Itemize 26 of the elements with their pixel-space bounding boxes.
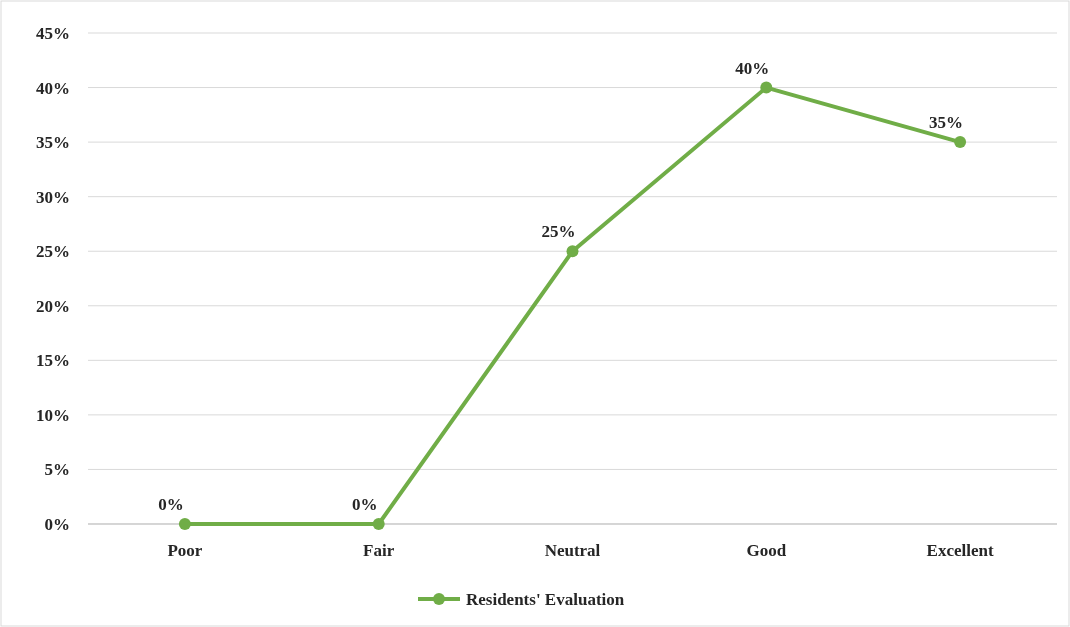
- y-tick-label: 5%: [44, 460, 70, 480]
- legend-label: Residents' Evaluation: [466, 589, 625, 609]
- x-tick-label: Poor: [167, 541, 203, 560]
- data-label: 0%: [158, 495, 184, 514]
- y-tick-label: 25%: [36, 242, 70, 262]
- point: [954, 136, 967, 149]
- data-label: 35%: [929, 113, 964, 133]
- data-label: 40%: [735, 58, 770, 78]
- data-label: 0%: [351, 495, 378, 514]
- data-label: 25%: [541, 222, 576, 242]
- x-tick-label: Good: [746, 541, 787, 560]
- y-tick-label: 10%: [36, 405, 70, 425]
- x-tick-label: Fair: [363, 541, 395, 560]
- point: [372, 518, 385, 530]
- point: [760, 81, 773, 94]
- y-tick-label: 15%: [36, 351, 70, 371]
- y-tick-label: 20%: [36, 296, 70, 316]
- y-tick-label: 0%: [44, 514, 70, 534]
- point: [178, 518, 191, 530]
- x-tick-label: Neutral: [544, 541, 601, 560]
- y-tick-label: 35%: [36, 133, 70, 153]
- x-tick-label: Excellent: [926, 541, 994, 560]
- y-tick-label: 40%: [36, 78, 70, 98]
- y-tick-label: 45%: [36, 23, 70, 43]
- y-tick-label: 30%: [36, 187, 70, 207]
- point: [566, 245, 579, 258]
